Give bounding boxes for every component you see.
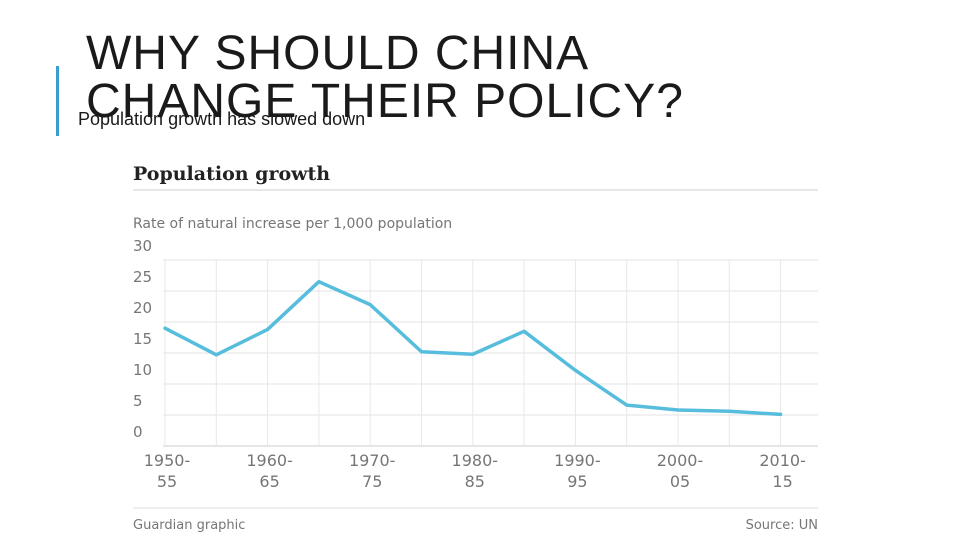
y-tick-label: 15	[133, 330, 152, 348]
footer-source: Source: UN	[746, 518, 818, 533]
y-tick-label: 20	[133, 299, 152, 317]
data-point	[471, 352, 475, 356]
data-point	[420, 350, 423, 354]
x-tick-label: 1970- 75	[349, 451, 396, 491]
slide-subtitle: Population growth has slowed down	[78, 109, 366, 129]
data-point	[573, 368, 577, 372]
accent-bar	[56, 66, 59, 136]
data-point	[317, 280, 321, 284]
x-tick-label-line: 2010-	[759, 451, 806, 470]
data-point	[368, 303, 372, 307]
x-tick-label-line: 15	[772, 472, 792, 491]
y-tick-label: 5	[133, 392, 143, 410]
x-tick-label: 1950- 55	[144, 451, 191, 491]
x-tick-label-line: 85	[465, 472, 485, 491]
data-point	[522, 329, 526, 333]
data-point	[727, 409, 731, 413]
y-tick-label: 30	[133, 237, 152, 255]
slide-title: WHY SHOULD CHINA CHANGE THEIR POLICY?	[86, 27, 684, 128]
x-tick-label: 1960- 65	[246, 451, 293, 491]
x-tick-label-line: 95	[567, 472, 587, 491]
x-tick-label-line: 2000-	[657, 451, 704, 470]
x-tick-label-line: 75	[362, 472, 382, 491]
data-point	[266, 327, 270, 331]
data-point	[676, 408, 680, 412]
x-tick-label-line: 65	[259, 472, 279, 491]
y-tick-label: 0	[133, 423, 143, 441]
x-tick-label: 2000- 05	[657, 451, 704, 491]
x-tick-label-line: 05	[670, 472, 690, 491]
footer-credit: Guardian graphic	[133, 518, 245, 533]
x-tick-label: 1980- 85	[452, 451, 499, 491]
y-axis-label: Rate of natural increase per 1,000 popul…	[133, 216, 452, 232]
x-tick-label-line: 1990-	[554, 451, 601, 470]
x-tick-label-line: 1970-	[349, 451, 396, 470]
data-point	[214, 353, 218, 357]
chart-title: Population growth	[133, 163, 330, 185]
y-tick-label: 10	[133, 361, 152, 379]
x-tick-label-line: 1980-	[452, 451, 499, 470]
data-point	[625, 403, 629, 407]
data-point	[163, 326, 167, 330]
x-tick-label-line: 1950-	[144, 451, 191, 470]
x-tick-label-line: 55	[157, 472, 177, 491]
y-tick-label: 25	[133, 268, 152, 286]
data-point	[779, 412, 783, 416]
x-tick-label: 2010- 15	[759, 451, 806, 491]
x-tick-label: 1990- 95	[554, 451, 601, 491]
x-tick-label-line: 1960-	[246, 451, 293, 470]
